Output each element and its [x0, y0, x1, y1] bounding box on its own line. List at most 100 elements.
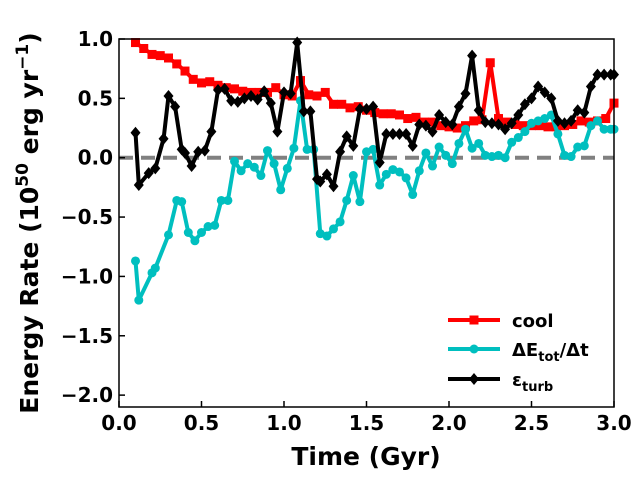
data-point-cool: [304, 90, 314, 100]
series-dE_tot_dt: [131, 96, 619, 305]
series-layer: [130, 36, 619, 305]
data-point-dE_tot_dt: [210, 220, 220, 230]
data-point-eps_turb: [279, 86, 289, 99]
data-point-eps_turb: [506, 117, 517, 130]
data-point-cool: [238, 86, 248, 96]
data-point-dE_tot_dt: [150, 263, 160, 273]
data-point-eps_turb: [180, 146, 190, 159]
data-point-cool: [172, 59, 182, 69]
data-point-dE_tot_dt: [434, 142, 444, 152]
data-point-eps_turb: [341, 130, 352, 143]
data-point-eps_turb: [298, 105, 309, 118]
legend-label-dE_tot_dt: ΔEtot/Δt: [512, 340, 589, 365]
data-point-dE_tot_dt: [395, 167, 404, 177]
data-point-dE_tot_dt: [329, 224, 338, 234]
data-point-eps_turb: [335, 145, 346, 158]
y-axis-label-end: ): [15, 32, 44, 43]
data-point-dE_tot_dt: [467, 143, 477, 153]
data-point-eps_turb: [321, 168, 332, 181]
data-point-dE_tot_dt: [401, 173, 411, 183]
x-tick-label: 1.5: [349, 411, 384, 435]
data-point-eps_turb: [414, 118, 425, 131]
data-point-eps_turb: [150, 162, 161, 175]
data-point-dE_tot_dt: [223, 195, 233, 205]
data-point-cool: [205, 77, 215, 87]
data-point-eps_turb: [519, 98, 530, 111]
data-point-dE_tot_dt: [263, 146, 272, 156]
legend-item-dE_tot_dt: ΔEtot/Δt: [448, 340, 589, 365]
data-point-eps_turb: [427, 125, 438, 138]
data-point-dE_tot_dt: [269, 159, 279, 169]
data-point-eps_turb: [526, 92, 537, 105]
data-point-dE_tot_dt: [322, 231, 332, 241]
data-point-cool: [155, 51, 165, 61]
data-point-dE_tot_dt: [134, 295, 144, 305]
data-point-dE_tot_dt: [454, 138, 464, 148]
data-point-eps_turb: [163, 89, 174, 102]
data-point-dE_tot_dt: [500, 153, 510, 163]
data-point-dE_tot_dt: [302, 144, 312, 154]
legend-item-cool: cool: [448, 311, 554, 332]
data-point-eps_turb: [460, 87, 471, 100]
data-point-eps_turb: [374, 156, 385, 169]
data-point-dE_tot_dt: [342, 195, 352, 205]
y-axis-label-mid: erg yr: [15, 69, 44, 163]
data-point-dE_tot_dt: [414, 166, 424, 176]
data-point-cool: [131, 38, 140, 48]
data-point-eps_turb: [193, 145, 204, 158]
data-point-cool: [345, 103, 355, 113]
x-tick-label: 2.0: [431, 411, 466, 435]
data-point-eps_turb: [434, 108, 445, 121]
data-point-dE_tot_dt: [586, 121, 596, 131]
data-point-cool: [428, 117, 437, 127]
data-point-eps_turb: [566, 114, 577, 127]
data-point-eps_turb: [328, 180, 339, 193]
data-point-eps_turb: [259, 85, 270, 98]
data-point-cool: [403, 114, 413, 124]
data-point-dE_tot_dt: [183, 227, 193, 237]
data-point-dE_tot_dt: [131, 256, 140, 266]
data-point-cool: [576, 116, 586, 126]
legend-marker: [469, 344, 479, 354]
data-point-dE_tot_dt: [256, 171, 266, 181]
data-point-cool: [320, 87, 330, 97]
data-point-dE_tot_dt: [197, 227, 206, 237]
data-point-eps_turb: [158, 132, 169, 145]
x-tick-label: 0.5: [184, 411, 219, 435]
x-axis-label: Time (Gyr): [291, 442, 440, 471]
legend-label-cool: cool: [512, 311, 554, 332]
data-point-eps_turb: [213, 84, 223, 97]
data-point-cool: [254, 87, 264, 97]
data-point-cool: [436, 121, 446, 131]
data-point-eps_turb: [447, 118, 458, 131]
data-point-eps_turb: [513, 108, 524, 121]
data-point-dE_tot_dt: [276, 185, 286, 195]
data-point-cool: [535, 121, 545, 131]
data-point-dE_tot_dt: [579, 141, 589, 151]
data-point-cool: [180, 66, 190, 76]
data-point-dE_tot_dt: [368, 144, 378, 154]
data-point-eps_turb: [579, 106, 590, 119]
data-point-eps_turb: [407, 139, 418, 152]
data-point-dE_tot_dt: [190, 236, 200, 246]
data-point-eps_turb: [453, 100, 464, 113]
data-point-cool: [502, 117, 512, 127]
data-point-dE_tot_dt: [421, 148, 431, 158]
data-point-eps_turb: [401, 127, 412, 140]
x-tick-label: 1.0: [266, 411, 301, 435]
legend: cool ΔEtot/Δt εturb: [448, 311, 589, 395]
data-point-eps_turb: [199, 144, 210, 157]
data-point-eps_turb: [170, 100, 181, 113]
data-point-eps_turb: [133, 179, 144, 192]
x-tick-label: 3.0: [596, 411, 631, 435]
data-point-dE_tot_dt: [164, 230, 173, 240]
data-point-cool: [386, 109, 396, 119]
data-point-dE_tot_dt: [553, 129, 563, 139]
data-point-cool: [197, 78, 206, 88]
data-point-dE_tot_dt: [375, 180, 385, 190]
x-tick-label: 2.5: [514, 411, 549, 435]
data-point-dE_tot_dt: [599, 124, 609, 134]
y-tick-label: −0.5: [61, 205, 113, 229]
data-point-cool: [139, 43, 149, 53]
